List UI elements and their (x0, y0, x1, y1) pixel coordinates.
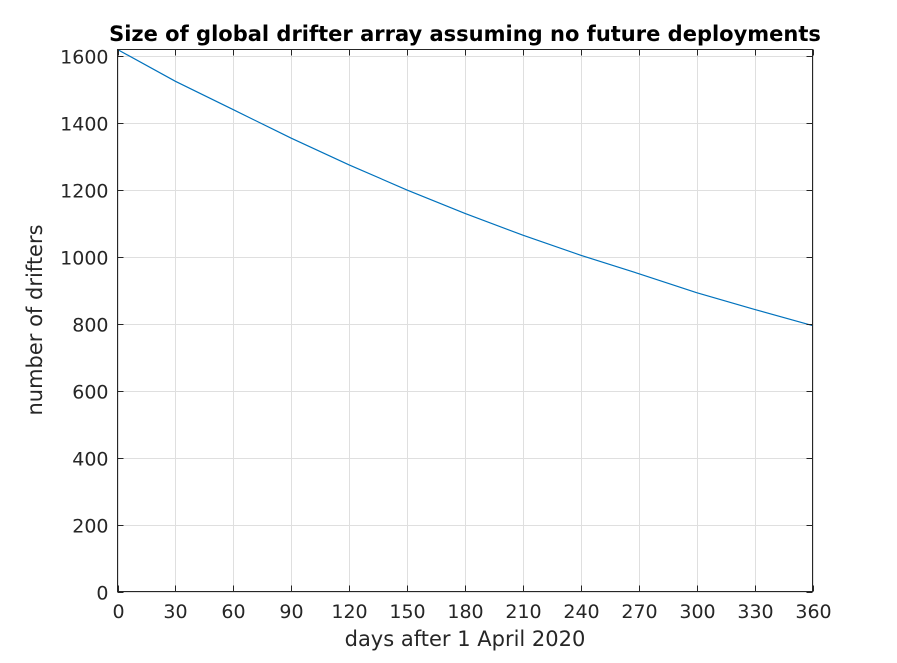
x-tick-label: 360 (795, 601, 831, 623)
x-tick-label: 300 (679, 601, 715, 623)
series-line (117, 48, 813, 327)
y-tick-label: 400 (72, 449, 108, 471)
x-tick-label: 90 (279, 601, 303, 623)
series-layer (117, 48, 813, 327)
x-tick-label: 0 (112, 601, 124, 623)
x-tick-label: 330 (737, 601, 773, 623)
y-tick-label: 1000 (60, 248, 108, 270)
x-tick-label: 150 (389, 601, 425, 623)
y-tick-label: 1600 (60, 47, 108, 69)
y-tick-label: 1200 (60, 181, 108, 203)
y-tick-label: 1400 (60, 114, 108, 136)
y-tick-label: 200 (72, 516, 108, 538)
x-tick-label: 240 (563, 601, 599, 623)
ticks: 0 30 60 90 120 150 180 210 240 270 300 330 360 0 200 40… (60, 47, 831, 624)
x-tick-label: 180 (447, 601, 483, 623)
grid (117, 49, 814, 593)
chart-title: Size of global drifter array assuming no… (109, 22, 821, 46)
x-tick-label: 30 (163, 601, 187, 623)
x-tick-label: 270 (621, 601, 657, 623)
y-tick-label: 800 (72, 315, 108, 337)
y-axis-label: number of drifters (23, 224, 47, 415)
x-tick-label: 120 (331, 601, 367, 623)
x-tick-label: 210 (505, 601, 541, 623)
y-tick-label: 600 (72, 382, 108, 404)
x-axis-label: days after 1 April 2020 (345, 627, 586, 651)
y-tick-label: 0 (96, 583, 108, 605)
x-tick-label: 60 (221, 601, 245, 623)
